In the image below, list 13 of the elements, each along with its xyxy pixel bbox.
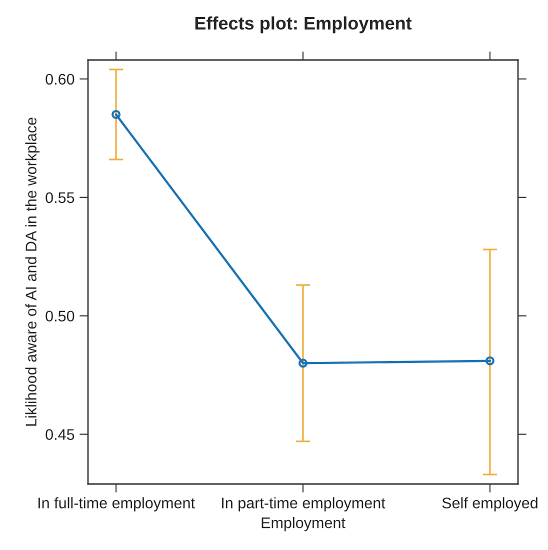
y-tick-label: 0.55: [46, 192, 74, 204]
x-axis-title: Employment: [262, 516, 346, 532]
x-tick-label: In part-time employment: [222, 497, 386, 512]
y-tick-label: 0.50: [46, 310, 74, 322]
chart-title: Effects plot: Employment: [195, 16, 412, 34]
x-tick-label: Self employed: [442, 497, 538, 512]
x-tick-label: In full-time employment: [38, 497, 195, 512]
point: [112, 110, 121, 119]
y-tick-label: 0.45: [46, 429, 74, 440]
y-axis-title: Liklihood aware of AI and DA in the workplace: [25, 118, 40, 426]
point: [485, 356, 494, 366]
y-tick-label: 0.60: [46, 74, 74, 85]
point: [298, 358, 308, 368]
